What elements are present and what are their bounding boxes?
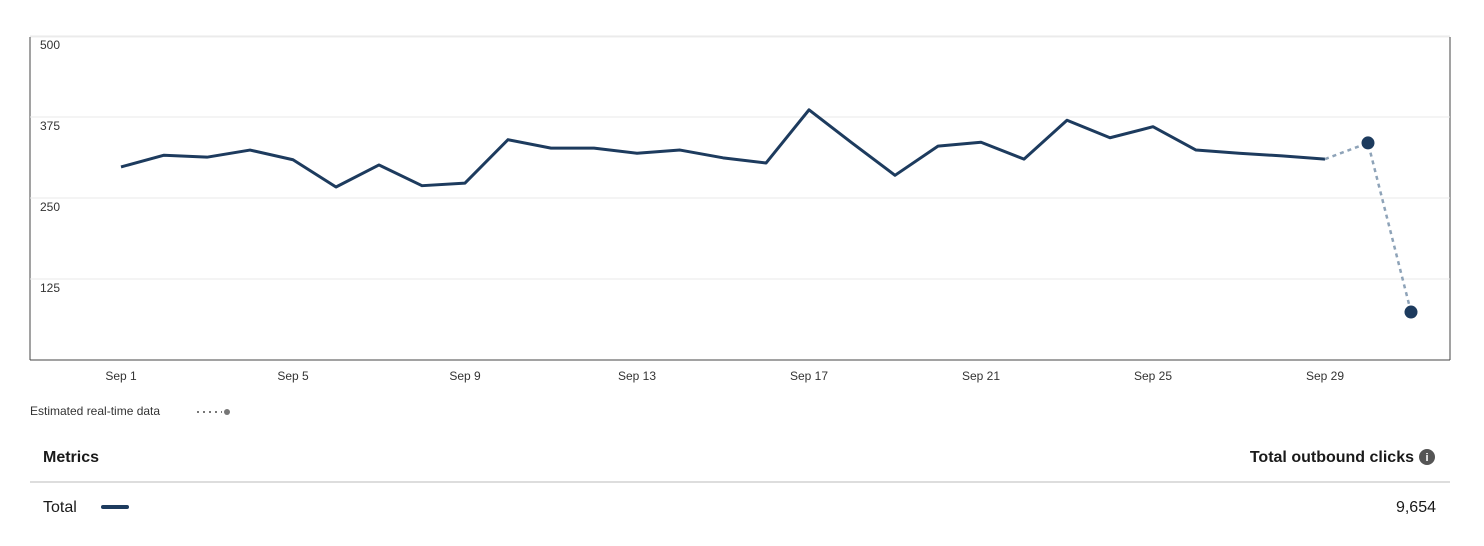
- estimate-point: [1361, 136, 1375, 150]
- y-tick-label: 500: [40, 38, 60, 52]
- table-header: Total outbound clicks: [1250, 449, 1414, 466]
- x-tick-label: Sep 9: [449, 369, 481, 383]
- estimate-note: Estimated real-time data: [30, 404, 160, 418]
- row-label: Total: [43, 499, 77, 516]
- info-icon[interactable]: [1419, 449, 1435, 465]
- y-tick-label: 125: [40, 281, 60, 295]
- estimate-legend-dot: [224, 409, 230, 415]
- y-tick-label: 375: [40, 119, 60, 133]
- estimate-line: [1324, 141, 1413, 313]
- line: [120, 108, 1326, 189]
- info-icon-glyph: i: [1425, 452, 1428, 464]
- x-tick-label: Sep 17: [790, 369, 828, 383]
- table-header: Metrics: [43, 449, 99, 466]
- x-tick-label: Sep 21: [962, 369, 1000, 383]
- x-tick-label: Sep 1: [105, 369, 137, 383]
- y-tick-label: 250: [40, 200, 60, 214]
- x-tick-label: Sep 13: [618, 369, 656, 383]
- x-tick-label: Sep 5: [277, 369, 309, 383]
- x-tick-label: Sep 25: [1134, 369, 1172, 383]
- row-value: 9,654: [1396, 499, 1436, 516]
- x-tick-label: Sep 29: [1306, 369, 1344, 383]
- estimate-point: [1404, 305, 1418, 319]
